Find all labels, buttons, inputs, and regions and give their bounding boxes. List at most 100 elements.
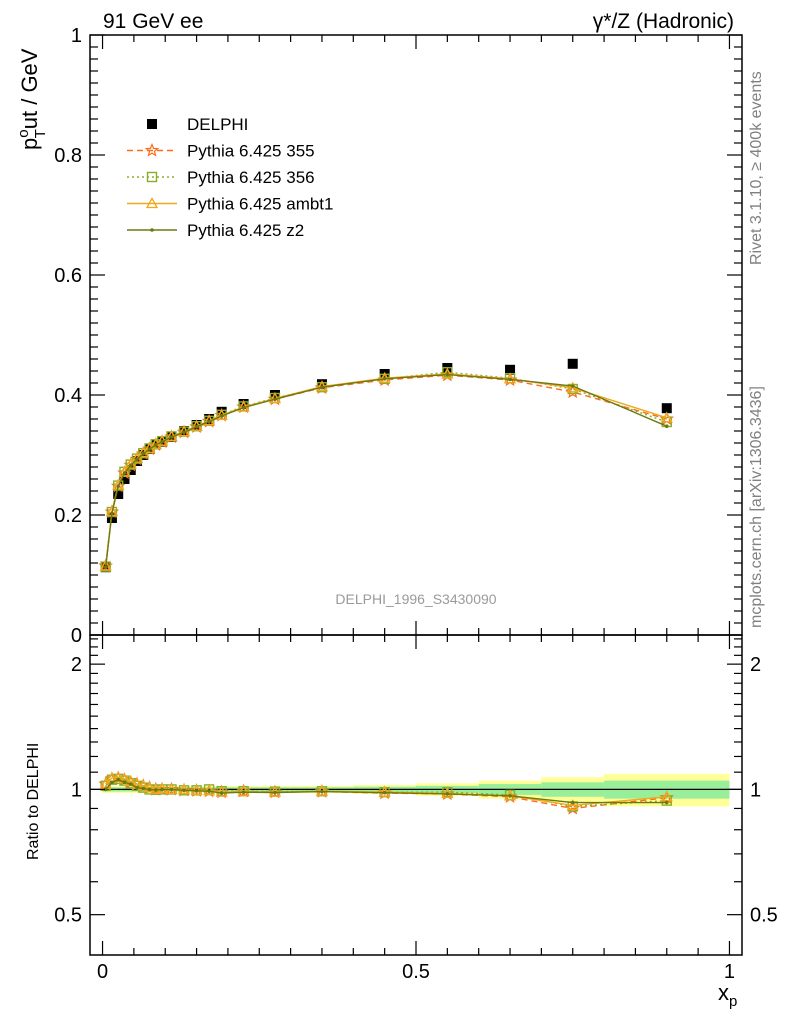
legend-label: Pythia 6.425 355 [187,142,315,161]
x-tick-label: 1 [724,961,735,983]
data-point-pythia-6-425-z2 [273,397,277,402]
ratio-point-pythia-6-425-z2 [664,800,669,805]
legend-item-pythia-6-425-ambt1: Pythia 6.425 ambt1 [127,195,333,214]
ratio-point-pythia-6-425-ambt1 [155,782,169,794]
data-point-pythia-6-425-z2 [219,414,224,418]
data-point-pythia-6-425-ambt1 [99,559,112,571]
header-right-title: γ*/Z (Hadronic) [593,10,734,33]
ratio-point-pythia-6-425-z2 [445,792,450,796]
ratio-point-pythia-6-425-ambt1 [378,785,391,797]
y-tick-label: 0.2 [54,505,82,527]
ratio-point-pythia-6-425-z2 [320,789,324,794]
legend-label: Pythia 6.425 ambt1 [187,195,333,214]
data-point-pythia-6-425-z2 [194,425,199,429]
data-point-pythia-6-425-z2 [103,565,108,569]
ratio-point-pythia-6-425-z2 [182,788,186,793]
series-line-pythia-6-425-ambt1 [104,373,667,567]
legend-marker [150,228,154,232]
legend-label: Pythia 6.425 z2 [187,221,304,240]
ratio-point-pythia-6-425-z2 [169,787,174,792]
ratio-point-pythia-6-425-z2 [135,785,139,790]
main-series-group [98,358,675,573]
data-point-pythia-6-425-z2 [160,440,164,444]
ratio-point-pythia-6-425-ambt1 [237,785,250,797]
data-point-pythia-6-425-z2 [508,377,512,382]
ratio-point-pythia-6-425-z2 [241,790,246,794]
ratio-point-pythia-6-425-z2 [160,787,164,792]
ratio-point-pythia-6-425-z2 [116,777,121,782]
ratio-point-pythia-6-425-z2 [382,790,387,795]
legend-marker [144,142,160,157]
ratio-point-pythia-6-425-z2 [128,782,133,786]
data-point-pythia-6-425-ambt1 [660,411,673,423]
ratio-series-group [90,770,742,815]
header-left-title: 91 GeV ee [103,10,203,33]
y-tick-label: 1 [71,25,82,47]
series-line-pythia-6-425-356 [104,371,668,567]
data-point-pythia-6-425-ambt1 [503,372,517,384]
data-point-pythia-6-425-z2 [135,457,139,462]
legend-marker [147,119,157,129]
x-tick-label: 0 [97,961,108,983]
ratio-point-pythia-6-425-ambt1 [315,784,329,796]
data-point-delphi [113,489,124,499]
legend-item-delphi: DELPHI [147,115,248,134]
y-tick-label: 0.8 [54,145,82,167]
legend-marker [145,197,159,209]
legend-item-pythia-6-425-356: Pythia 6.425 356 [127,168,315,187]
ratio-point-pythia-6-425-z2 [141,786,146,791]
data-point-pythia-6-425-z2 [382,377,387,381]
main-ylabel: poTut / GeV [15,48,49,150]
ratio-y-tick-label-right: 1 [750,779,761,801]
data-point-pythia-6-425-z2 [141,452,146,456]
ratio-point-pythia-6-425-z2 [570,800,575,805]
data-point-delphi [216,406,227,417]
ratio-point-pythia-6-425-ambt1 [190,783,203,795]
axes-group: 0 0.5 1 0 0.2 0.4 0.6 0.8 1 0.5 0.5 1 1 2 2 [54,25,778,983]
x-tick-label: 0.5 [402,961,430,983]
ratio-point-pythia-6-425-z2 [122,780,127,785]
ratio-point-pythia-6-425-ambt1 [177,783,191,795]
ratio-point-pythia-6-425-z2 [207,789,211,794]
legend-label: DELPHI [187,115,248,134]
data-point-pythia-6-425-z2 [241,405,246,410]
data-point-delphi [204,414,215,424]
data-point-pythia-6-425-z2 [169,435,174,439]
data-point-pythia-6-425-ambt1 [118,465,131,477]
data-point-pythia-6-425-z2 [122,471,127,475]
svg-text:poTut / GeV: poTut / GeV [15,48,49,150]
data-point-delphi [316,379,327,390]
analysis-watermark: DELPHI_1996_S3430090 [335,591,496,607]
series-line-pythia-6-425-z2 [104,373,668,568]
data-point-pythia-6-425-z2 [116,484,121,489]
legend-item-pythia-6-425-355: Pythia 6.425 355 [127,142,315,161]
ratio-point-pythia-6-425-ambt1 [215,785,228,797]
ratio-y-tick-label-right: 2 [750,654,761,676]
data-point-delphi [269,390,280,400]
data-point-pythia-6-425-z2 [570,384,575,388]
data-point-pythia-6-425-z2 [128,463,133,468]
x-axis-label: xp [718,980,737,1010]
data-point-delphi [661,403,672,414]
data-point-pythia-6-425-z2 [445,372,450,377]
ratio-point-pythia-6-425-z2 [147,787,152,792]
data-point-pythia-6-425-z2 [154,443,158,447]
ratio-point-pythia-6-425-z2 [219,791,224,795]
series-line-pythia-6-425-355 [104,374,667,567]
ratio-y-tick-label-left: 0.5 [54,905,82,927]
ratio-point-pythia-6-425-z2 [194,789,199,793]
ratio-point-pythia-6-425-ambt1 [268,785,282,797]
ratio-y-tick-label-left: 1 [71,779,82,801]
legend-marker [146,171,158,183]
legend-label: Pythia 6.425 356 [187,168,315,187]
data-point-pythia-6-425-ambt1 [441,367,454,379]
ratio-point-pythia-6-425-z2 [508,794,512,798]
data-point-delphi [238,399,249,409]
ratio-y-tick-label-right: 0.5 [750,905,778,927]
ratio-point-pythia-6-425-ambt1 [441,787,454,799]
legend-item-pythia-6-425-z2: Pythia 6.425 z2 [127,221,304,240]
ratio-point-pythia-6-425-z2 [273,790,277,795]
ratio-point-pythia-6-425-ambt1 [143,781,156,793]
data-point-delphi [125,465,136,475]
data-point-pythia-6-425-z2 [664,424,669,429]
